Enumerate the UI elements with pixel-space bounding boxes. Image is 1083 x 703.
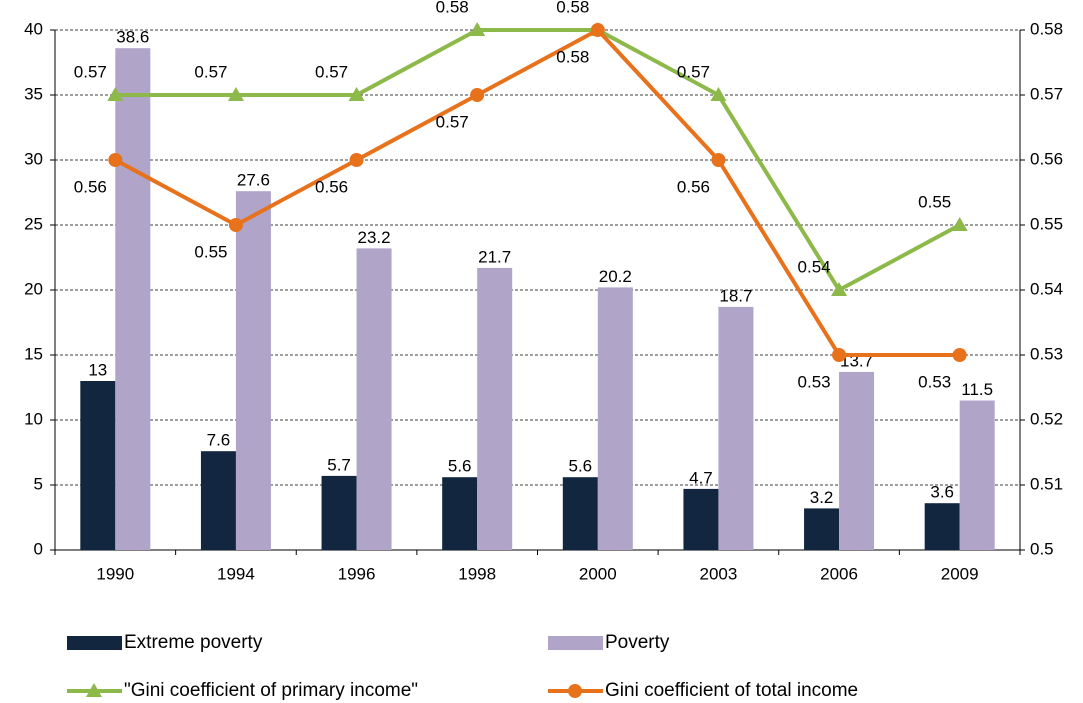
- x-tick-label: 1994: [217, 564, 255, 583]
- marker: [710, 87, 727, 101]
- line-label: 0.57: [194, 62, 227, 81]
- legend-swatch: [67, 636, 122, 650]
- legend-label: Gini coefficient of total income: [605, 680, 858, 701]
- line-label: 0.55: [194, 242, 227, 261]
- bar-label: 5.6: [568, 457, 592, 476]
- bar: [115, 48, 151, 550]
- bar: [718, 306, 754, 550]
- x-tick-label: 2003: [700, 564, 738, 583]
- bar: [200, 451, 236, 550]
- line-label: 0.53: [798, 372, 831, 391]
- line-label: 0.57: [315, 62, 348, 81]
- y2-tick-label: 0.5: [1030, 539, 1054, 558]
- legend-label: "Gini coefficient of primary income": [124, 680, 418, 701]
- y-tick-label: 25: [24, 214, 43, 233]
- y2-tick-label: 0.58: [1030, 19, 1063, 38]
- marker: [951, 217, 968, 231]
- y-tick-label: 0: [34, 539, 43, 558]
- bar-label: 38.6: [116, 28, 149, 47]
- marker: [348, 87, 365, 101]
- legend-label: Extreme poverty: [124, 632, 263, 653]
- line-label: 0.55: [918, 192, 951, 211]
- line-label: 0.58: [556, 47, 589, 66]
- bar-label: 4.7: [689, 468, 713, 487]
- marker: [349, 153, 364, 167]
- y-tick-label: 15: [24, 344, 43, 363]
- bar: [839, 371, 875, 550]
- bar-label: 21.7: [478, 247, 511, 266]
- marker: [107, 87, 124, 101]
- y2-tick-label: 0.55: [1030, 214, 1063, 233]
- y2-tick-label: 0.54: [1030, 279, 1063, 298]
- line-label: 0.54: [798, 257, 831, 276]
- marker: [590, 23, 605, 37]
- line-label: 0.56: [74, 177, 107, 196]
- y-tick-label: 30: [24, 149, 43, 168]
- marker: [831, 282, 848, 296]
- bar: [804, 508, 840, 550]
- y-tick-label: 35: [24, 84, 43, 103]
- bar-label: 5.6: [448, 457, 472, 476]
- bar: [959, 400, 995, 550]
- line: [114, 27, 960, 357]
- bar: [356, 248, 392, 550]
- bar-label: 11.5: [961, 380, 993, 399]
- y2-tick-label: 0.57: [1030, 84, 1063, 103]
- x-tick-label: 1996: [338, 564, 376, 583]
- marker: [469, 22, 486, 36]
- bar-label: 18.7: [719, 286, 752, 305]
- bar-label: 3.2: [810, 488, 834, 507]
- line-label: 0.57: [74, 62, 107, 81]
- marker: [228, 218, 243, 232]
- y2-tick-label: 0.51: [1030, 474, 1063, 493]
- y2-tick-label: 0.53: [1030, 344, 1063, 363]
- y2-tick-label: 0.56: [1030, 149, 1063, 168]
- x-tick-label: 2006: [820, 564, 858, 583]
- line-label: 0.56: [315, 177, 348, 196]
- x-tick-label: 2009: [941, 564, 979, 583]
- y2-tick-label: 0.52: [1030, 409, 1063, 428]
- bar: [597, 287, 633, 550]
- bar: [562, 477, 598, 550]
- line-label: 0.58: [556, 0, 589, 16]
- line-label: 0.53: [918, 372, 951, 391]
- y-tick-label: 5: [34, 474, 43, 493]
- bar-label: 20.2: [599, 267, 632, 286]
- line: [115, 28, 961, 293]
- bar-label: 3.6: [930, 483, 954, 502]
- marker: [711, 153, 726, 167]
- line-label: 0.57: [436, 112, 469, 131]
- line-label: 0.56: [677, 177, 710, 196]
- bar: [442, 477, 478, 550]
- bar: [477, 267, 513, 550]
- marker: [108, 153, 123, 167]
- line-label: 0.58: [436, 0, 469, 16]
- bar-label: 5.7: [327, 455, 351, 474]
- marker: [227, 87, 244, 101]
- bar: [321, 475, 357, 550]
- legend-swatch: [548, 636, 603, 650]
- bar-label: 13: [88, 360, 107, 379]
- line-label: 0.57: [677, 62, 710, 81]
- marker: [832, 348, 847, 362]
- bar-label: 27.6: [237, 171, 270, 190]
- bar: [235, 191, 271, 550]
- bar: [80, 381, 116, 550]
- x-tick-label: 1998: [458, 564, 496, 583]
- x-tick-label: 1990: [96, 564, 134, 583]
- legend-marker: [568, 684, 582, 698]
- legend-marker: [86, 683, 102, 697]
- legend-label: Poverty: [605, 632, 670, 653]
- y-tick-label: 10: [24, 409, 43, 428]
- marker: [470, 88, 485, 102]
- y-tick-label: 20: [24, 279, 43, 298]
- x-tick-label: 2000: [579, 564, 617, 583]
- bar-label: 23.2: [358, 228, 391, 247]
- bar: [924, 503, 960, 550]
- marker: [952, 348, 967, 362]
- y-tick-label: 40: [24, 19, 43, 38]
- bar-label: 7.6: [207, 431, 231, 450]
- bar: [683, 488, 719, 550]
